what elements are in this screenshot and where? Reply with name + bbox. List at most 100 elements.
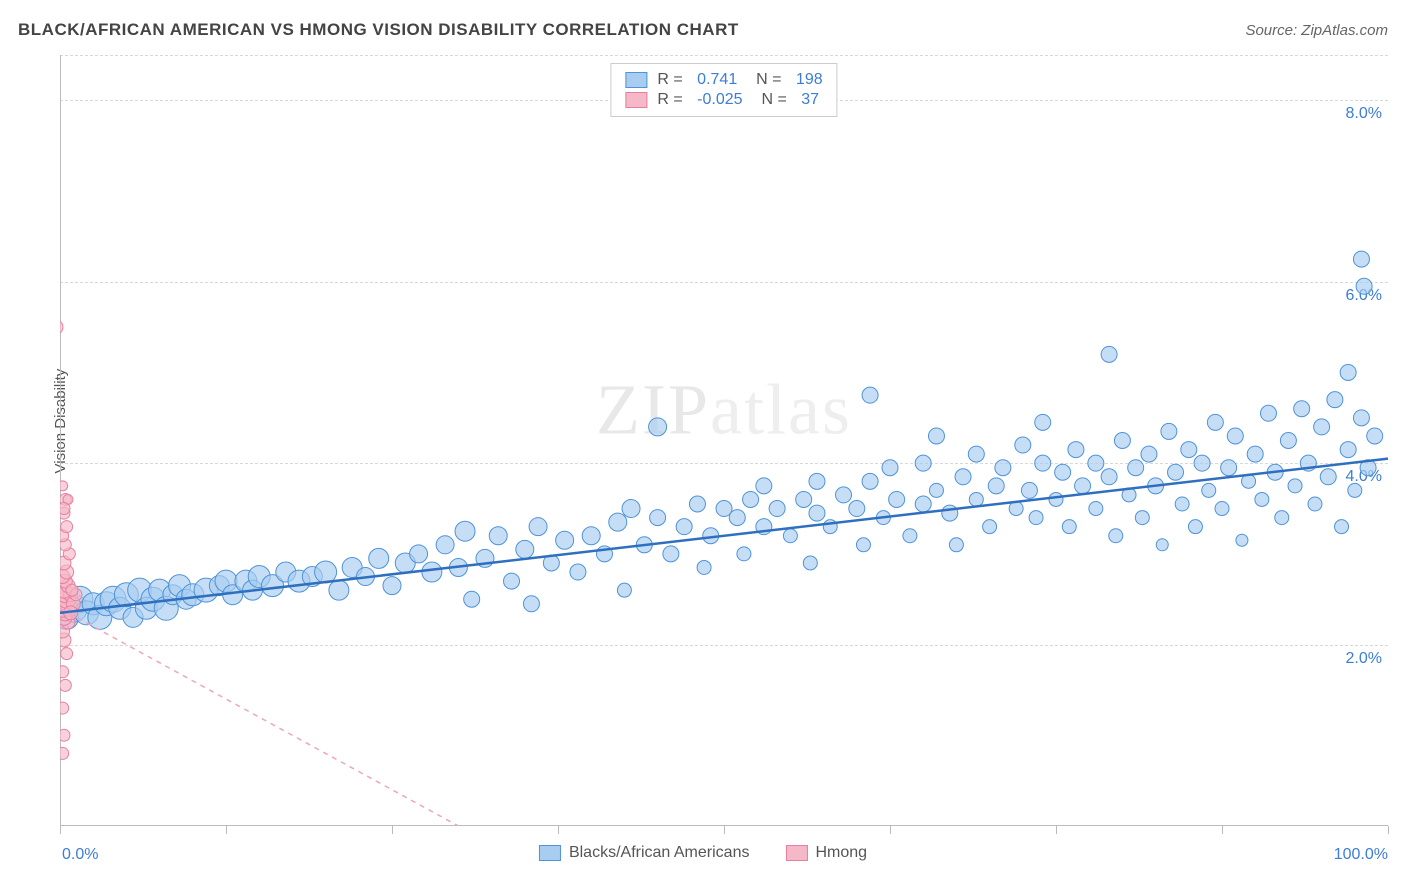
data-point xyxy=(617,583,631,597)
legend-swatch-pink xyxy=(785,845,807,861)
data-point xyxy=(1221,460,1237,476)
data-point xyxy=(783,529,797,543)
data-point xyxy=(60,679,71,691)
data-point xyxy=(329,580,349,600)
data-point xyxy=(1194,455,1210,471)
data-point xyxy=(1260,405,1276,421)
data-point xyxy=(929,483,943,497)
data-point xyxy=(796,491,812,507)
chart-source: Source: ZipAtlas.com xyxy=(1245,22,1388,39)
x-tick xyxy=(226,826,227,834)
data-point xyxy=(1049,492,1063,506)
data-point xyxy=(849,501,865,517)
data-point xyxy=(410,545,428,563)
data-point xyxy=(1367,428,1383,444)
data-point xyxy=(1068,442,1084,458)
data-point xyxy=(1062,520,1076,534)
chart-header: BLACK/AFRICAN AMERICAN VS HMONG VISION D… xyxy=(18,20,1388,40)
x-tick xyxy=(558,826,559,834)
data-point xyxy=(969,492,983,506)
legend-r-value-2: -0.025 xyxy=(697,91,742,109)
data-point xyxy=(60,503,70,515)
data-point xyxy=(529,518,547,536)
data-point xyxy=(983,520,997,534)
data-point xyxy=(1255,492,1269,506)
data-point xyxy=(769,501,785,517)
x-tick xyxy=(1056,826,1057,834)
data-point xyxy=(60,320,63,334)
data-point xyxy=(1275,511,1289,525)
x-tick xyxy=(1388,826,1389,834)
x-tick xyxy=(724,826,725,834)
legend-n-label: N = xyxy=(747,71,786,89)
legend-swatch-blue xyxy=(539,845,561,861)
data-point xyxy=(1141,446,1157,462)
data-point xyxy=(1015,437,1031,453)
x-tick xyxy=(890,826,891,834)
x-tick-label: 0.0% xyxy=(62,846,98,864)
legend-swatch-blue xyxy=(625,72,647,88)
data-point xyxy=(582,527,600,545)
data-point xyxy=(743,491,759,507)
data-point xyxy=(903,529,917,543)
plot-area: ZIPatlas R = 0.741 N = 198 R = -0.025 N … xyxy=(60,55,1388,826)
legend-n-label: N = xyxy=(753,91,792,109)
data-point xyxy=(61,521,73,533)
data-point xyxy=(1314,419,1330,435)
data-point xyxy=(489,527,507,545)
legend-r-label: R = xyxy=(657,71,687,89)
x-tick xyxy=(392,826,393,834)
data-point xyxy=(1188,520,1202,534)
scatter-plot-svg xyxy=(60,55,1388,826)
data-point xyxy=(1340,364,1356,380)
data-point xyxy=(1075,478,1091,494)
data-point xyxy=(809,505,825,521)
x-tick-label: 100.0% xyxy=(1334,846,1388,864)
data-point xyxy=(955,469,971,485)
data-point xyxy=(1308,497,1322,511)
data-point xyxy=(556,531,574,549)
data-point xyxy=(737,547,751,561)
data-point xyxy=(915,496,931,512)
data-point xyxy=(1227,428,1243,444)
data-point xyxy=(1181,442,1197,458)
data-point xyxy=(882,460,898,476)
legend-label-hmong: Hmong xyxy=(815,844,867,862)
data-point xyxy=(1294,401,1310,417)
data-point xyxy=(1035,414,1051,430)
legend-row-series-1: R = 0.741 N = 198 xyxy=(625,70,822,90)
data-point xyxy=(689,496,705,512)
data-point xyxy=(663,546,679,562)
data-point xyxy=(464,591,480,607)
data-point xyxy=(1348,483,1362,497)
legend-item-blacks: Blacks/African Americans xyxy=(539,844,750,862)
data-point xyxy=(1161,423,1177,439)
series-legend: Blacks/African Americans Hmong xyxy=(539,844,867,862)
data-point xyxy=(1089,502,1103,516)
legend-item-hmong: Hmong xyxy=(785,844,867,862)
data-point xyxy=(649,418,667,436)
data-point xyxy=(862,387,878,403)
data-point xyxy=(1101,469,1117,485)
data-point xyxy=(504,573,520,589)
data-point xyxy=(516,540,534,558)
data-point xyxy=(650,510,666,526)
data-point xyxy=(1114,433,1130,449)
data-point xyxy=(988,478,1004,494)
data-point xyxy=(1109,529,1123,543)
data-point xyxy=(995,460,1011,476)
data-point xyxy=(949,538,963,552)
data-point xyxy=(1320,469,1336,485)
legend-n-value-2: 37 xyxy=(801,91,819,109)
x-tick xyxy=(1222,826,1223,834)
data-point xyxy=(676,519,692,535)
data-point xyxy=(836,487,852,503)
data-point xyxy=(1327,392,1343,408)
legend-r-label: R = xyxy=(657,91,687,109)
data-point xyxy=(523,596,539,612)
legend-label-blacks: Blacks/African Americans xyxy=(569,844,750,862)
data-point xyxy=(1335,520,1349,534)
data-point xyxy=(609,513,627,531)
data-point xyxy=(1156,539,1168,551)
data-point xyxy=(928,428,944,444)
